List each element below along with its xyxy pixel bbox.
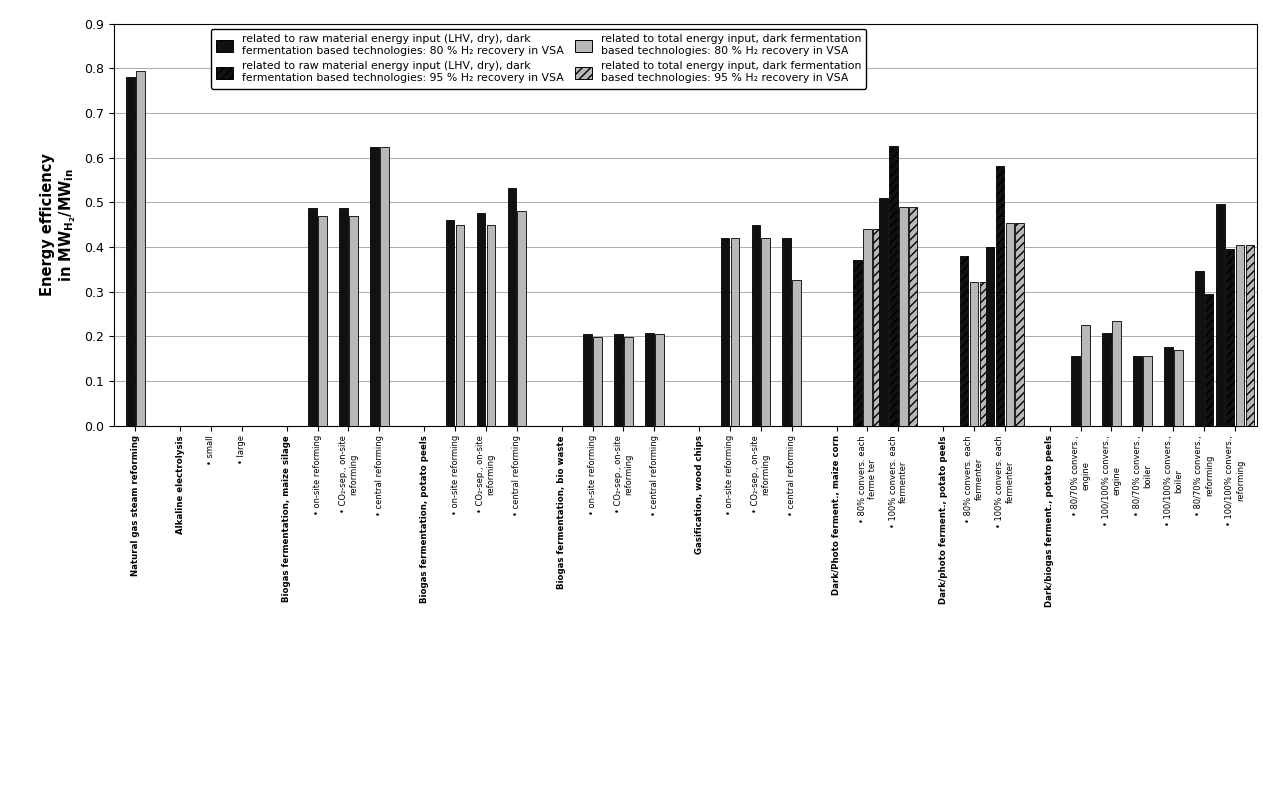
Bar	[476, 213, 485, 426]
Bar	[1245, 244, 1254, 426]
Bar	[1015, 223, 1024, 426]
Bar	[879, 198, 888, 426]
Bar	[126, 77, 135, 426]
Bar	[1081, 325, 1090, 426]
Bar	[1143, 356, 1152, 426]
Bar	[349, 216, 357, 426]
Bar	[370, 147, 379, 426]
Bar	[1133, 356, 1142, 426]
Bar	[456, 225, 465, 426]
Bar	[1173, 350, 1182, 426]
Bar	[792, 281, 801, 426]
Bar	[624, 337, 633, 426]
Bar	[889, 147, 898, 426]
Bar	[518, 211, 527, 426]
Bar	[1216, 205, 1225, 426]
Bar	[318, 216, 327, 426]
Bar	[1205, 294, 1214, 426]
Bar	[446, 220, 455, 426]
Bar	[783, 238, 791, 426]
Bar	[1103, 333, 1111, 426]
Bar	[863, 229, 871, 426]
Bar	[980, 282, 988, 426]
Bar	[1113, 321, 1120, 426]
Bar	[730, 238, 739, 426]
Bar	[1164, 348, 1172, 426]
Bar	[655, 334, 663, 426]
Bar	[1226, 249, 1234, 426]
Bar	[1071, 356, 1080, 426]
Bar	[899, 206, 908, 426]
Legend: related to raw material energy input (LHV, dry), dark
fermentation based technol: related to raw material energy input (LH…	[211, 29, 866, 88]
Bar	[308, 208, 317, 426]
Bar	[995, 165, 1004, 426]
Bar	[486, 225, 495, 426]
Bar	[985, 247, 994, 426]
Bar	[854, 260, 861, 426]
Bar	[508, 188, 517, 426]
Bar	[380, 147, 389, 426]
Bar	[721, 238, 729, 426]
Bar	[614, 334, 623, 426]
Bar	[136, 71, 144, 426]
Bar	[1235, 244, 1244, 426]
Bar	[1005, 223, 1014, 426]
Bar	[1195, 271, 1204, 426]
Bar	[584, 334, 592, 426]
Bar	[340, 208, 347, 426]
Bar	[751, 225, 760, 426]
Bar	[970, 282, 979, 426]
Bar	[645, 333, 654, 426]
Bar	[873, 229, 882, 426]
Bar	[960, 256, 969, 426]
Bar	[594, 337, 601, 426]
Bar	[762, 238, 770, 426]
Bar	[909, 206, 917, 426]
Y-axis label: Energy efficiency
in $\mathregular{MW_{H_2}/MW_{in}}$: Energy efficiency in $\mathregular{MW_{H…	[40, 153, 78, 296]
